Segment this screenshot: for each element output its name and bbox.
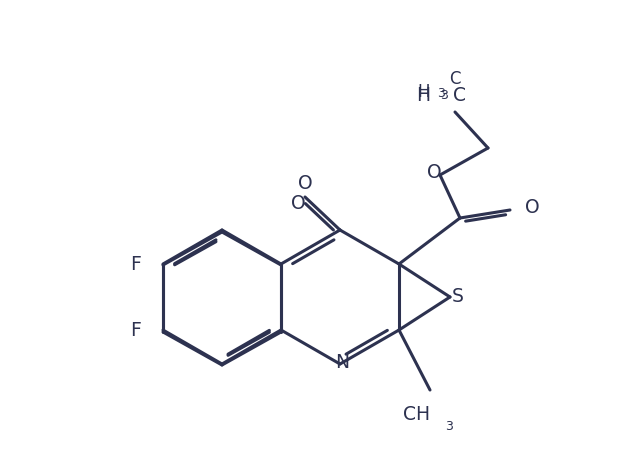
Text: H: H bbox=[417, 83, 430, 101]
Text: 3: 3 bbox=[445, 420, 453, 433]
Text: F: F bbox=[130, 321, 141, 339]
Text: H: H bbox=[416, 86, 430, 104]
Text: O: O bbox=[291, 194, 305, 212]
Text: 3: 3 bbox=[437, 87, 445, 100]
Text: O: O bbox=[525, 197, 540, 217]
Text: C: C bbox=[453, 86, 466, 104]
Text: 3: 3 bbox=[440, 89, 448, 102]
Text: CH: CH bbox=[403, 406, 430, 424]
Text: F: F bbox=[130, 254, 141, 274]
Text: C: C bbox=[449, 70, 461, 88]
Text: O: O bbox=[298, 174, 312, 193]
Text: O: O bbox=[427, 163, 442, 181]
Text: N: N bbox=[335, 352, 349, 371]
Text: S: S bbox=[452, 288, 464, 306]
